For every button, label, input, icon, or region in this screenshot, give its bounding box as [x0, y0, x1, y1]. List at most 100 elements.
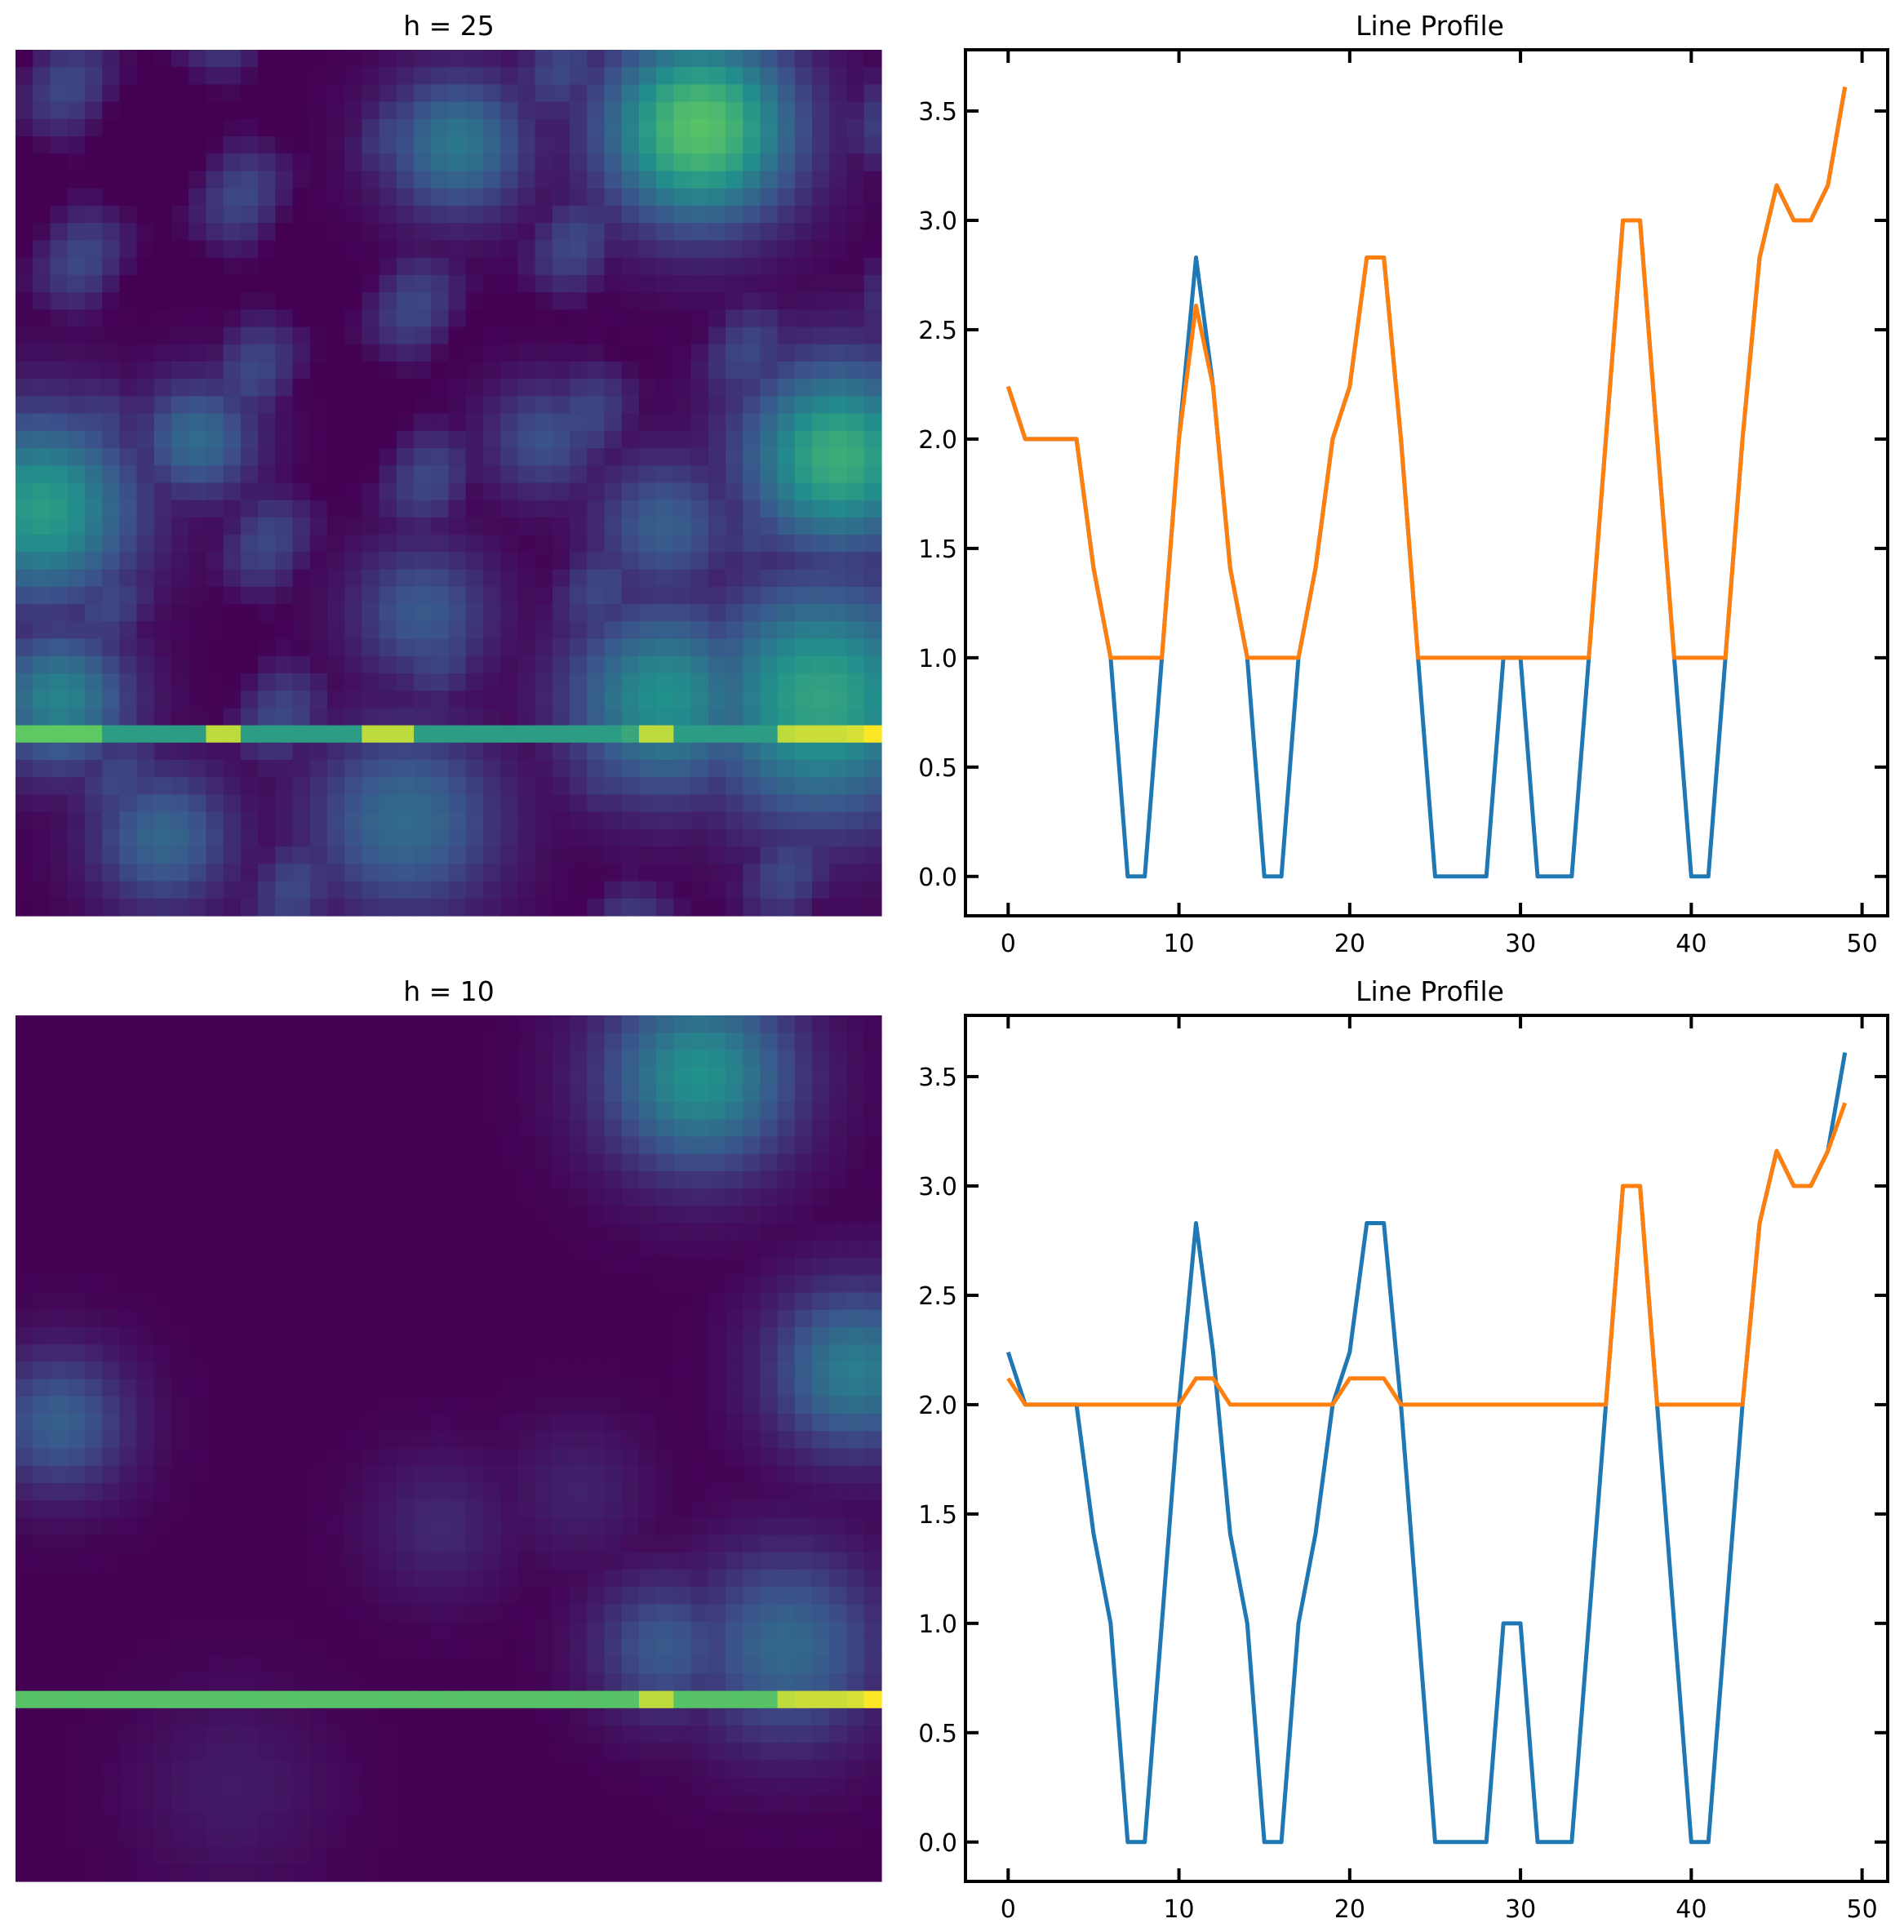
heatmap-top-cell: [258, 309, 276, 328]
heatmap-top-cell: [621, 828, 640, 847]
heatmap-bottom-cell: [587, 1552, 606, 1570]
heatmap-top-cell: [326, 500, 345, 518]
heatmap-top-cell: [84, 118, 103, 137]
heatmap-top-cell: [275, 448, 294, 466]
heatmap-top-cell: [292, 361, 311, 380]
heatmap-top-cell: [153, 881, 172, 899]
heatmap-top-cell: [414, 153, 432, 172]
heatmap-bottom-cell: [812, 1309, 830, 1328]
heatmap-bottom-cell: [414, 1708, 432, 1726]
heatmap-top-cell: [431, 828, 450, 847]
heatmap-top-cell: [726, 153, 743, 172]
heatmap-bottom-cell: [863, 1275, 882, 1294]
heatmap-top-cell: [829, 240, 848, 259]
heatmap-bottom-cell: [743, 1258, 761, 1276]
heatmap-top-cell: [16, 171, 33, 189]
heatmap-bottom-cell: [500, 1552, 518, 1570]
heatmap-top-cell: [84, 881, 103, 899]
heatmap-top-cell: [587, 153, 606, 172]
heatmap-top-cell: [379, 101, 397, 120]
heatmap-bottom-cell: [829, 1379, 848, 1397]
heatmap-bottom-cell: [362, 1431, 380, 1450]
heatmap-bottom-cell: [500, 1188, 518, 1207]
heatmap-bottom-cell: [33, 1084, 51, 1103]
heatmap-top-cell: [33, 67, 51, 86]
heatmap-bottom-cell: [379, 1777, 397, 1796]
heatmap-top-cell: [292, 881, 311, 899]
heatmap-bottom-cell: [206, 1033, 224, 1051]
heatmap-bottom-cell: [535, 1500, 553, 1518]
heatmap-bottom-cell: [379, 1743, 397, 1761]
heatmap-bottom-cell: [119, 1396, 138, 1415]
heatmap-bottom-cell: [223, 1673, 242, 1692]
heatmap-top-cell: [743, 274, 761, 293]
heatmap-top-cell: [344, 274, 362, 293]
heatmap-bottom-cell: [171, 1188, 189, 1207]
heatmap-top-cell: [362, 864, 380, 882]
heatmap-top-cell: [84, 223, 103, 242]
heatmap-top-cell: [67, 673, 86, 691]
heatmap-bottom-cell: [258, 1033, 276, 1051]
heatmap-bottom-cell: [760, 1292, 779, 1311]
heatmap-bottom-cell: [482, 1431, 501, 1450]
heatmap-top-cell: [863, 67, 882, 86]
heatmap-bottom-cell: [84, 1794, 103, 1813]
heatmap-top-cell: [206, 379, 224, 397]
heatmap-bottom-cell: [189, 1760, 207, 1779]
heatmap-top-cell: [535, 673, 553, 691]
heatmap-top-cell: [309, 413, 328, 432]
heatmap-top-cell: [67, 171, 86, 189]
heatmap-top-cell: [517, 828, 536, 847]
heatmap-bottom-cell: [379, 1414, 397, 1432]
heatmap-top-cell: [863, 655, 882, 674]
heatmap-top-cell: [16, 101, 33, 120]
heatmap-bottom-cell: [379, 1275, 397, 1294]
heatmap-top-cell: [777, 50, 796, 68]
heatmap-bottom-cell: [153, 1188, 172, 1207]
heatmap-bottom-cell: [726, 1414, 743, 1432]
heatmap-top-cell: [726, 691, 743, 708]
heatmap-top-cell: [465, 257, 484, 276]
heatmap-bottom-cell: [535, 1050, 553, 1068]
heatmap-bottom-cell: [50, 1015, 69, 1033]
heatmap-top-cell: [275, 673, 294, 691]
heatmap-top-cell: [153, 274, 172, 293]
line-top-y-tick-label: 2.0: [918, 426, 957, 455]
heatmap-bottom-cell: [638, 1033, 657, 1051]
line-top-axes-frame: [964, 48, 1889, 917]
heatmap-bottom-cell: [638, 1465, 657, 1484]
heatmap-bottom-cell: [344, 1084, 362, 1103]
heatmap-top-cell: [743, 326, 761, 345]
heatmap-top-cell: [448, 742, 467, 761]
heatmap-bottom-cell: [189, 1396, 207, 1415]
heatmap-bottom-cell: [587, 1846, 606, 1865]
heatmap-top-cell: [206, 326, 224, 345]
heatmap-top-cell: [690, 396, 709, 415]
heatmap-top-cell: [102, 500, 120, 518]
heatmap-top-cell: [500, 535, 518, 553]
heatmap-top-cell: [344, 379, 362, 397]
heatmap-top-cell: [829, 482, 848, 501]
heatmap-top-cell: [431, 136, 450, 154]
heatmap-bottom-cell: [500, 1725, 518, 1743]
heatmap-top-cell: [638, 448, 657, 466]
heatmap-bottom-cell: [743, 1725, 761, 1743]
heatmap-bottom-cell: [153, 1604, 172, 1623]
heatmap-bottom-cell: [67, 1534, 86, 1553]
heatmap-bottom-cell: [587, 1240, 606, 1259]
heatmap-top-cell: [656, 379, 674, 397]
heatmap-top-cell: [656, 691, 674, 708]
heatmap-top-cell: [379, 361, 397, 380]
heatmap-bottom-cell: [189, 1500, 207, 1518]
heatmap-bottom-cell: [119, 1050, 138, 1068]
heatmap-top-cell: [102, 760, 120, 778]
heatmap-top-cell: [448, 846, 467, 864]
heatmap-top-cell: [223, 379, 242, 397]
heatmap-top-cell: [690, 760, 709, 778]
heatmap-top-cell: [102, 413, 120, 432]
heatmap-bottom-cell: [448, 1275, 467, 1294]
heatmap-bottom-cell: [587, 1656, 606, 1674]
heatmap-top-cell: [16, 240, 33, 259]
heatmap-top-cell: [604, 101, 623, 120]
heatmap-bottom-cell: [171, 1673, 189, 1692]
